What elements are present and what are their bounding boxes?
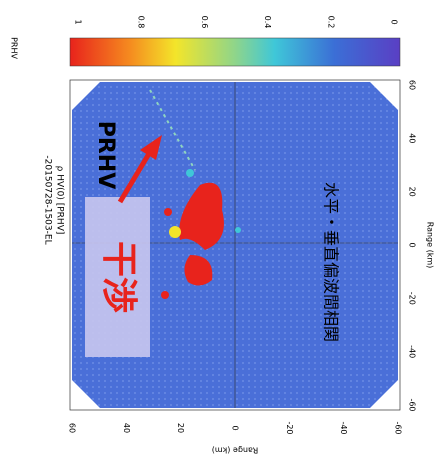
echo-cell [164,208,172,216]
echo-core [184,255,213,286]
x-tick-label: 20 [176,423,185,433]
colorbar [69,37,401,67]
y-tick-label: 0 [408,242,417,247]
title-line1: -20150728-1503-EL [43,155,53,244]
x-tick-label: 0 [231,425,240,430]
echo-cell [235,227,241,233]
colorbar-tick-label: 1 [74,19,83,24]
y-axis-label: Range (km) [426,222,435,269]
colorbar-tick-label: 0.4 [263,16,272,29]
x-tick-label: 40 [122,423,131,433]
echo-cell [186,169,194,177]
title-line2: ρ HV(0) [PRHV] [55,166,65,235]
colorbar-tick-label: 0.8 [137,16,146,29]
product-label: PRHV [10,37,19,59]
x-axis-label: Range (km) [212,446,259,455]
y-tick-label: -20 [408,292,417,305]
colorbar-tick-label: 0.2 [326,16,335,29]
y-tick-label: 40 [408,133,417,143]
arrow-shaft [117,150,153,204]
y-tick-label: -60 [408,398,417,411]
x-tick-label: 60 [68,423,77,433]
echo-core [179,182,224,250]
colorbar-tick-label: 0.6 [200,16,209,29]
description: 水平・垂直偏波間相関 [322,182,341,342]
echo [161,169,241,299]
big-label: PRHV [93,121,118,190]
x-tick-label: -40 [339,421,348,434]
y-tick-label: 20 [408,187,417,197]
interference-label: 干渉 [98,241,139,313]
interference-box [85,197,150,357]
echo-cell [169,226,181,238]
y-tick-label: -40 [408,345,417,358]
interference-line [149,89,196,171]
x-tick-label: -60 [394,421,403,434]
y-tick-label: 60 [408,80,417,90]
arrow-head [140,135,162,160]
echo-cell [161,291,169,299]
colorbar-tick-label: 0 [390,19,399,24]
x-tick-label: -20 [285,421,294,434]
